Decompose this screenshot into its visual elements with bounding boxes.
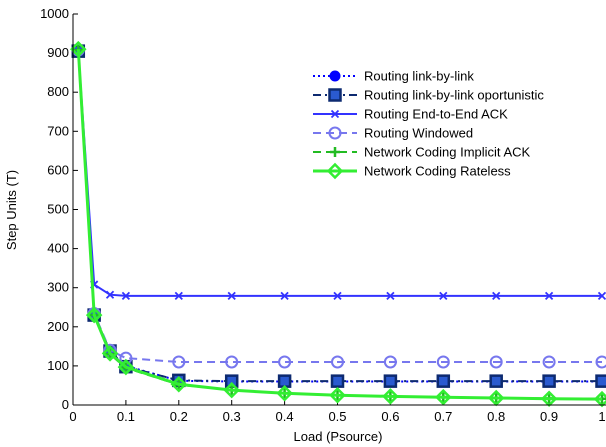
data-point (280, 291, 289, 301)
legend-label: Network Coding Implicit ACK (364, 145, 530, 160)
data-point (85, 306, 103, 324)
data-point (70, 40, 87, 58)
legend-entry: Network Coding Implicit ACK (313, 145, 530, 160)
legend-label: Routing Windowed (364, 126, 473, 141)
legend-marker (326, 162, 344, 180)
legend-label: Network Coding Rateless (364, 164, 511, 179)
data-point (101, 345, 119, 362)
data-point (330, 374, 345, 388)
y-tick-label: 0 (62, 397, 69, 412)
legend-entry: Routing Windowed (313, 126, 473, 141)
data-point (542, 355, 556, 369)
x-tick-label: 0.5 (328, 409, 346, 424)
data-point (223, 381, 240, 399)
legend-label: Routing End-to-End ACK (364, 107, 508, 122)
data-point (597, 291, 606, 301)
series-line (76, 49, 603, 401)
data-point (227, 291, 236, 301)
x-tick-label: 0 (69, 409, 76, 424)
legend-label: Routing link-by-link (364, 69, 474, 84)
data-point (542, 374, 556, 388)
y-axis-ticks: 0 100 200 300 400 500 600 700 800 900 1000 (40, 6, 78, 412)
data-point (329, 386, 346, 404)
legend-entry: Routing End-to-End ACK (313, 107, 508, 122)
data-point (544, 291, 554, 301)
x-tick-label: 0.1 (117, 409, 135, 424)
data-point (278, 355, 292, 369)
data-point (595, 374, 606, 388)
data-point (436, 374, 451, 388)
x-tick-label: 0.6 (381, 409, 399, 424)
y-tick-label: 200 (47, 319, 69, 334)
data-point (439, 291, 448, 301)
series-layer (70, 40, 606, 408)
data-point (331, 355, 344, 369)
legend-marker (328, 88, 342, 102)
data-point (383, 374, 398, 388)
y-tick-label: 700 (47, 123, 69, 138)
data-point (117, 358, 135, 376)
data-point (333, 291, 342, 301)
data-point (225, 355, 239, 369)
data-point (487, 389, 505, 407)
legend-marker (329, 70, 341, 82)
data-point (595, 355, 606, 369)
x-tick-label: 0.2 (170, 409, 188, 424)
x-tick-label: 0.8 (487, 409, 505, 424)
y-tick-label: 1000 (40, 6, 69, 21)
x-tick-label: 0.9 (540, 409, 558, 424)
data-point (276, 385, 293, 402)
y-tick-label: 400 (47, 241, 69, 256)
y-tick-label: 600 (47, 162, 69, 177)
legend-entry: Routing link-by-link oportunistic (313, 88, 544, 103)
data-point (383, 355, 397, 369)
x-axis-ticks: 0 0.1 0.2 0.3 0.4 0.5 0.6 0.7 0.8 0.9 1 (69, 400, 606, 424)
data-point (170, 376, 188, 393)
data-point (489, 374, 503, 388)
legend-marker (330, 109, 340, 119)
series-6 (70, 40, 606, 408)
legend-marker (330, 147, 340, 157)
legend-entry: Routing link-by-link (313, 69, 474, 84)
data-point (382, 388, 399, 405)
x-tick-label: 0.7 (434, 409, 452, 424)
data-point (435, 388, 452, 406)
data-point (277, 374, 292, 388)
data-point (593, 390, 606, 408)
data-point (436, 355, 450, 369)
y-tick-label: 500 (47, 202, 69, 217)
legend-marker (328, 126, 342, 140)
y-tick-label: 100 (47, 358, 69, 373)
y-tick-label: 900 (47, 45, 69, 60)
legend-entry: Network Coding Rateless (313, 162, 511, 180)
data-point (492, 291, 501, 301)
y-axis-title: Step Units (T) (4, 170, 19, 250)
x-axis-title: Load (Psource) (294, 429, 383, 444)
legend-label: Routing link-by-link oportunistic (364, 88, 544, 103)
x-tick-label: 0.4 (276, 409, 294, 424)
y-tick-label: 800 (47, 84, 69, 99)
data-point (105, 290, 115, 299)
data-point (489, 355, 503, 369)
data-point (121, 291, 131, 301)
x-tick-label: 1 (598, 409, 605, 424)
x-tick-label: 0.3 (223, 409, 241, 424)
data-point (172, 355, 186, 369)
data-point (386, 291, 395, 301)
legend: Routing link-by-link Routing link-by-link… (313, 69, 544, 180)
y-tick-label: 300 (47, 280, 69, 295)
data-point (174, 291, 183, 301)
